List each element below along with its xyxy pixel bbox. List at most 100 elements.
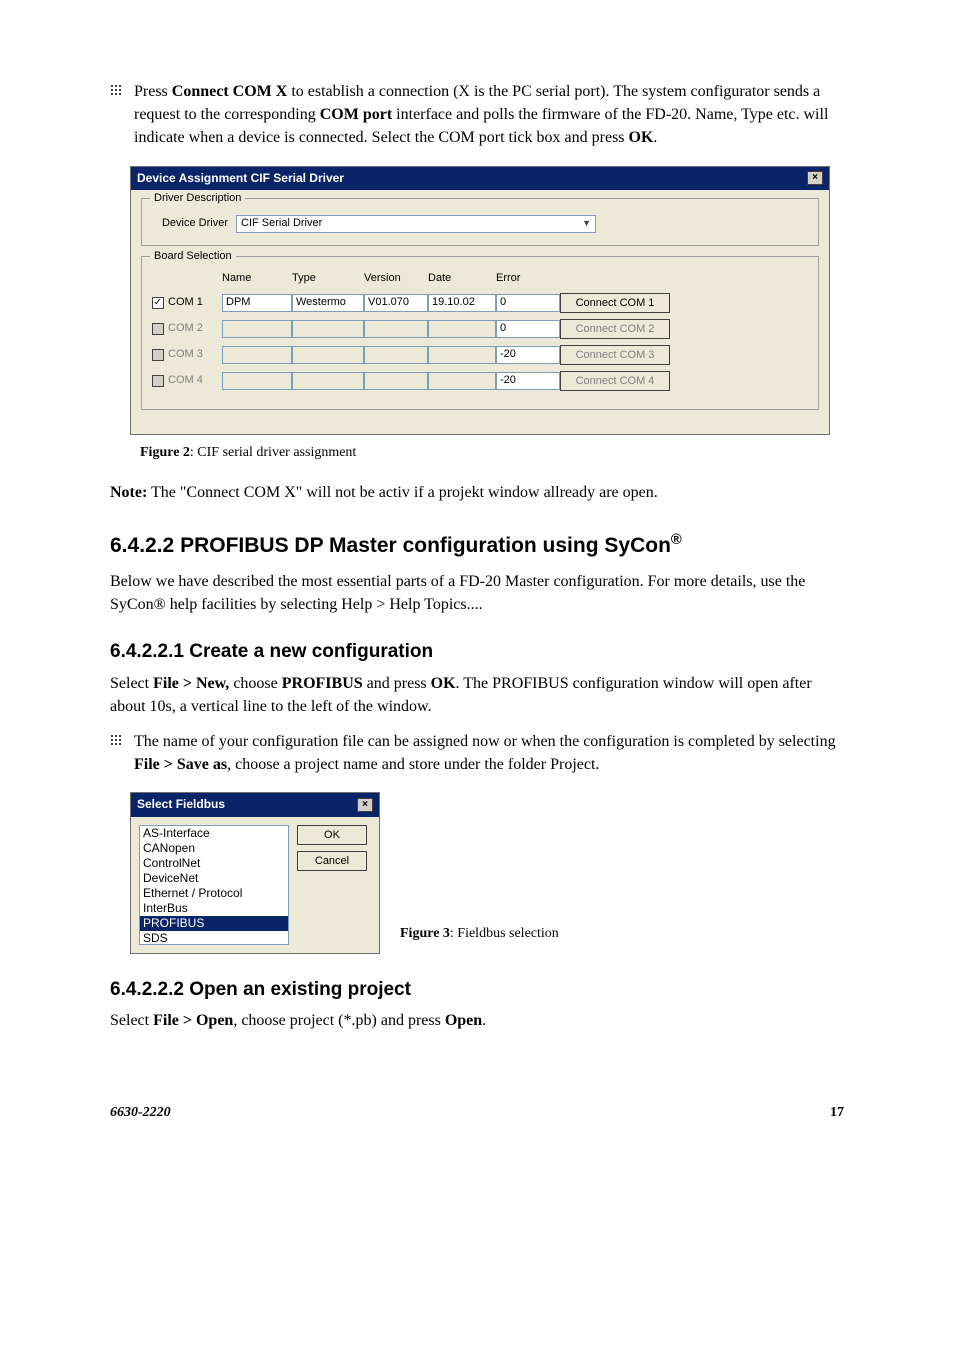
bullet-text: The name of your configuration file can … bbox=[134, 730, 844, 776]
cell-version bbox=[364, 346, 428, 364]
page-number: 17 bbox=[830, 1103, 844, 1123]
t: COM port bbox=[320, 106, 392, 123]
col-type: Type bbox=[292, 271, 364, 287]
note-text: The "Connect COM X" will not be activ if… bbox=[147, 484, 657, 501]
t: and press bbox=[363, 675, 431, 692]
list-item[interactable]: AS-Interface bbox=[140, 826, 288, 841]
window-title: Select Fieldbus bbox=[137, 796, 225, 813]
t: File > New, bbox=[153, 675, 229, 692]
h-txt: PROFIBUS DP Master configuration using S… bbox=[174, 534, 671, 557]
save-as-bullet: The name of your configuration file can … bbox=[110, 730, 844, 776]
cell-type bbox=[292, 346, 364, 364]
t: OK bbox=[629, 129, 654, 146]
connect-com-button[interactable]: Connect COM 1 bbox=[560, 293, 670, 313]
cell-name bbox=[222, 372, 292, 390]
list-item[interactable]: PROFIBUS bbox=[140, 916, 288, 931]
cell-version: V01.070 bbox=[364, 294, 428, 312]
list-item[interactable]: ControlNet bbox=[140, 856, 288, 871]
cell-version bbox=[364, 320, 428, 338]
driver-description-group: Driver Description Device Driver CIF Ser… bbox=[141, 198, 819, 246]
device-driver-label: Device Driver bbox=[152, 216, 228, 232]
table-row: COM 4 -20Connect COM 4 bbox=[152, 371, 808, 391]
device-assignment-window: Device Assignment CIF Serial Driver × Dr… bbox=[130, 166, 830, 435]
fieldbus-listbox[interactable]: AS-InterfaceCANopenControlNetDeviceNetEt… bbox=[139, 825, 289, 945]
t: choose bbox=[229, 675, 281, 692]
intro-text: Press Connect COM X to establish a conne… bbox=[134, 80, 844, 150]
page-footer: 6630-2220 17 bbox=[110, 1103, 844, 1123]
bullet-dots-icon bbox=[110, 734, 124, 776]
cell-date bbox=[428, 372, 496, 390]
chevron-down-icon: ▼ bbox=[582, 217, 591, 230]
table-row: COM 20Connect COM 2 bbox=[152, 319, 808, 339]
h-num: 6.4.2.2.1 bbox=[110, 641, 184, 662]
list-item[interactable]: Ethernet / Protocol bbox=[140, 886, 288, 901]
t: Press bbox=[134, 83, 172, 100]
group-legend: Board Selection bbox=[150, 249, 236, 265]
table-header: Name Type Version Date Error bbox=[152, 271, 808, 287]
fig-label: Figure 3 bbox=[400, 926, 450, 941]
para-6-4-2-2-1: Select File > New, choose PROFIBUS and p… bbox=[110, 672, 844, 718]
col-error: Error bbox=[496, 271, 560, 287]
close-icon[interactable]: × bbox=[807, 171, 823, 185]
com-label: COM 4 bbox=[168, 373, 203, 389]
col-version: Version bbox=[364, 271, 428, 287]
cell-error: 0 bbox=[496, 294, 560, 312]
window-title: Device Assignment CIF Serial Driver bbox=[137, 170, 344, 187]
t: Select bbox=[110, 1012, 153, 1029]
com-label: COM 2 bbox=[168, 321, 203, 337]
connect-com-button: Connect COM 3 bbox=[560, 345, 670, 365]
intro-bullet: Press Connect COM X to establish a conne… bbox=[110, 80, 844, 150]
t: , choose a project name and store under … bbox=[227, 756, 599, 773]
list-item[interactable]: InterBus bbox=[140, 901, 288, 916]
t: File > Save as bbox=[134, 756, 227, 773]
note-label: Note: bbox=[110, 484, 147, 501]
h-num: 6.4.2.2 bbox=[110, 534, 174, 557]
figure-3-caption: Figure 3: Fieldbus selection bbox=[400, 924, 559, 944]
cell-name bbox=[222, 346, 292, 364]
heading-6-4-2-2: 6.4.2.2 PROFIBUS DP Master configuration… bbox=[110, 530, 844, 561]
window-titlebar: Device Assignment CIF Serial Driver × bbox=[131, 167, 829, 190]
h-num: 6.4.2.2.2 bbox=[110, 979, 184, 1000]
col-date: Date bbox=[428, 271, 496, 287]
cell-version bbox=[364, 372, 428, 390]
list-item[interactable]: SDS bbox=[140, 931, 288, 946]
list-item[interactable]: DeviceNet bbox=[140, 871, 288, 886]
cell-date: 19.10.02 bbox=[428, 294, 496, 312]
ok-button[interactable]: OK bbox=[297, 825, 367, 845]
table-row: COM 1DPMWestermoV01.07019.10.020Connect … bbox=[152, 293, 808, 313]
device-driver-select[interactable]: CIF Serial Driver ▼ bbox=[236, 215, 596, 233]
com-checkbox bbox=[152, 349, 164, 361]
heading-6-4-2-2-1: 6.4.2.2.1 Create a new configuration bbox=[110, 638, 844, 666]
t: The name of your configuration file can … bbox=[134, 733, 836, 750]
cell-error: -20 bbox=[496, 372, 560, 390]
connect-com-button: Connect COM 4 bbox=[560, 371, 670, 391]
cell-name: DPM bbox=[222, 294, 292, 312]
fig-text: : CIF serial driver assignment bbox=[190, 445, 356, 460]
t: Connect COM X bbox=[172, 83, 288, 100]
reg-mark: ® bbox=[671, 532, 682, 548]
para-6-4-2-2-2: Select File > Open, choose project (*.pb… bbox=[110, 1009, 844, 1032]
com-checkbox[interactable] bbox=[152, 297, 164, 309]
fig-text: : Fieldbus selection bbox=[450, 926, 559, 941]
close-icon[interactable]: × bbox=[357, 798, 373, 812]
cell-error: 0 bbox=[496, 320, 560, 338]
bullet-dots-icon bbox=[110, 84, 124, 150]
t: . bbox=[482, 1012, 486, 1029]
cancel-button[interactable]: Cancel bbox=[297, 851, 367, 871]
t: , choose project (*.pb) and press bbox=[233, 1012, 445, 1029]
fig-label: Figure 2 bbox=[140, 445, 190, 460]
cell-type bbox=[292, 372, 364, 390]
list-item[interactable]: CANopen bbox=[140, 841, 288, 856]
select-fieldbus-window: Select Fieldbus × AS-InterfaceCANopenCon… bbox=[130, 792, 380, 953]
cell-error: -20 bbox=[496, 346, 560, 364]
t: PROFIBUS bbox=[282, 675, 363, 692]
window-titlebar: Select Fieldbus × bbox=[131, 793, 379, 816]
t: OK bbox=[431, 675, 456, 692]
cell-type: Westermo bbox=[292, 294, 364, 312]
figure-2-caption: Figure 2: CIF serial driver assignment bbox=[140, 443, 844, 463]
t: File > Open bbox=[153, 1012, 233, 1029]
com-checkbox bbox=[152, 375, 164, 387]
heading-6-4-2-2-2: 6.4.2.2.2 Open an existing project bbox=[110, 976, 844, 1004]
com-checkbox bbox=[152, 323, 164, 335]
h-txt: Open an existing project bbox=[184, 979, 411, 1000]
